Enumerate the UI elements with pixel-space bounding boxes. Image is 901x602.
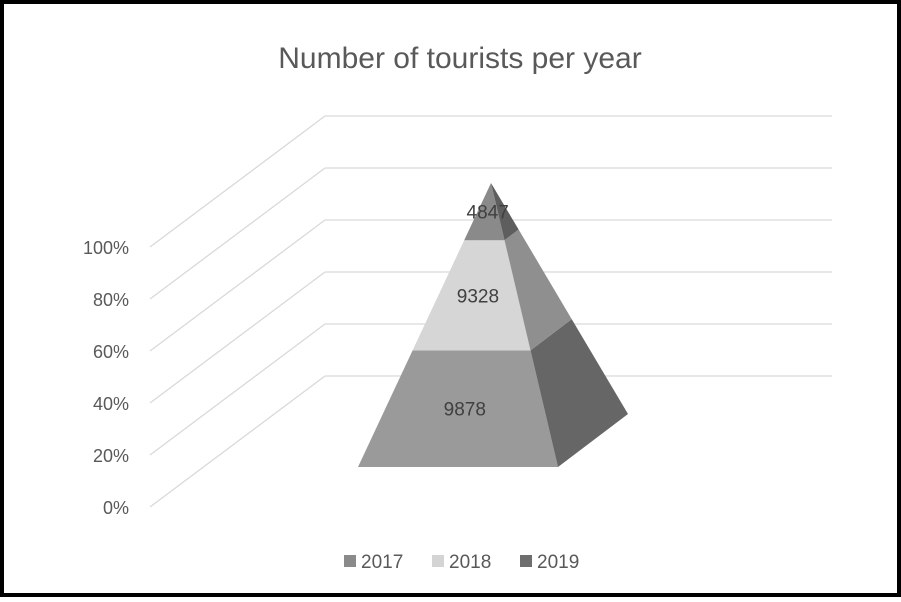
legend: 2017 2018 2019 — [344, 552, 579, 573]
data-labels: 9878 9328 4847 — [444, 203, 509, 421]
y-tick-label: 0% — [103, 498, 129, 518]
legend-swatch-2017 — [344, 555, 356, 567]
pyramid-segment-2017-front — [358, 350, 558, 467]
data-label-2019: 4847 — [467, 203, 509, 224]
gridline-diagonal — [149, 219, 326, 352]
legend-label-2018: 2018 — [449, 552, 491, 573]
legend-swatch-2019 — [520, 555, 532, 567]
data-label-2017: 9878 — [444, 400, 486, 421]
data-label-2018: 9328 — [457, 286, 499, 307]
gridline-diagonal — [149, 115, 326, 248]
pyramid-segment-2018-front — [412, 240, 531, 351]
pyramid-segment-2018-side — [504, 229, 572, 351]
gridline-diagonal — [149, 323, 326, 456]
y-tick-label: 100% — [83, 238, 129, 258]
legend-swatch-2018 — [432, 555, 444, 567]
pyramid-segment-2019-side — [491, 183, 519, 241]
y-tick-label: 20% — [93, 446, 129, 466]
gridline-diagonal — [149, 271, 326, 404]
pyramid-segment-2017-side — [530, 319, 628, 467]
gridline-diagonal — [149, 375, 326, 508]
y-tick-label: 60% — [93, 342, 129, 362]
legend-label-2019: 2019 — [537, 552, 579, 573]
pyramid — [358, 183, 628, 467]
chart-title: Number of tourists per year — [278, 42, 641, 75]
gridline-diagonal — [149, 167, 326, 300]
pyramid-segment-2019-front — [464, 183, 505, 241]
legend-label-2017: 2017 — [361, 552, 403, 573]
y-tick-label: 80% — [93, 290, 129, 310]
y-axis-ticks: 0% 20% 40% 60% 80% 100% — [83, 238, 129, 518]
y-tick-label: 40% — [93, 394, 129, 414]
